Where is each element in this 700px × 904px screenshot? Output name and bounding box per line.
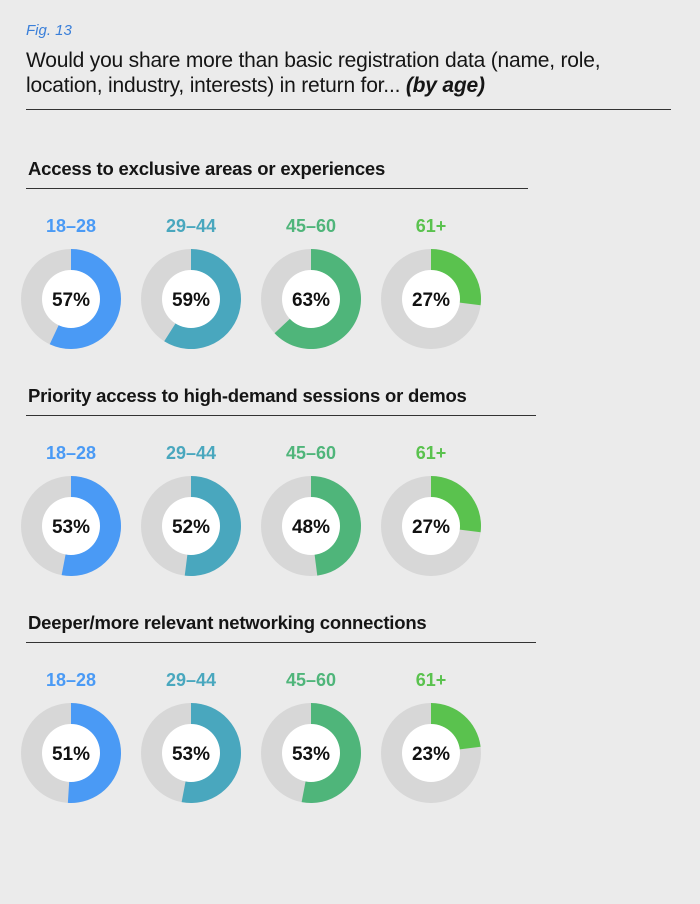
age-group-label: 18–28 (45, 670, 97, 690)
section-divider (26, 642, 536, 643)
donut-percent-label: 63% (292, 290, 330, 311)
donut-chart: 27% (381, 249, 481, 349)
figure-title-suffix: (by age) (405, 74, 485, 97)
donut-hole (42, 497, 100, 555)
section-title: Priority access to high-demand sessions … (28, 385, 467, 406)
donut-hole (162, 724, 220, 782)
section-title: Access to exclusive areas or experiences (28, 158, 386, 179)
donut-percent-label: 53% (52, 517, 90, 538)
donut-hole (402, 724, 460, 782)
title-divider (26, 109, 671, 110)
donut-percent-label: 53% (172, 744, 210, 765)
donut-chart: 53% (21, 476, 121, 576)
donut-percent-label: 51% (52, 744, 90, 765)
section-divider (26, 415, 536, 416)
donut-percent-label: 27% (412, 290, 450, 311)
donut-percent-label: 57% (52, 290, 90, 311)
donut-percent-label: 23% (412, 744, 450, 765)
donut-chart: 53% (141, 703, 241, 803)
age-group-label: 61+ (415, 443, 447, 463)
donut-chart: 57% (21, 249, 121, 349)
age-group-label: 29–44 (165, 216, 217, 236)
donut-percent-label: 52% (172, 517, 210, 538)
donut-chart: 23% (381, 703, 481, 803)
age-group-label: 45–60 (285, 443, 337, 463)
donut-hole (402, 497, 460, 555)
figure-title: Would you share more than basic registra… (26, 48, 676, 98)
section-title: Deeper/more relevant networking connecti… (28, 612, 427, 633)
age-group-label: 45–60 (285, 216, 337, 236)
age-group-label: 45–60 (285, 670, 337, 690)
donut-chart: 27% (381, 476, 481, 576)
age-group-label: 61+ (415, 670, 447, 690)
section-divider (26, 188, 528, 189)
donut-hole (282, 270, 340, 328)
age-group-label: 29–44 (165, 443, 217, 463)
donut-hole (42, 270, 100, 328)
donut-chart: 63% (261, 249, 361, 349)
donut-percent-label: 53% (292, 744, 330, 765)
donut-percent-label: 48% (292, 517, 330, 538)
donut-hole (282, 724, 340, 782)
donut-chart: 59% (141, 249, 242, 349)
age-group-label: 18–28 (45, 443, 97, 463)
figure-label: Fig. 13 (26, 22, 72, 39)
age-group-label: 18–28 (45, 216, 97, 236)
donut-chart: 52% (141, 476, 241, 576)
donut-hole (162, 270, 220, 328)
age-group-label: 61+ (415, 216, 447, 236)
donut-hole (162, 497, 220, 555)
donut-hole (282, 497, 340, 555)
figure-title-text: Would you share more than basic registra… (26, 49, 601, 97)
donut-hole (402, 270, 460, 328)
donut-chart: 48% (261, 476, 361, 576)
age-group-label: 29–44 (165, 670, 217, 690)
donut-percent-label: 27% (412, 517, 450, 538)
donut-chart: 51% (21, 703, 122, 803)
donut-chart: 53% (261, 703, 361, 803)
donut-percent-label: 59% (172, 290, 210, 311)
donut-hole (42, 724, 100, 782)
